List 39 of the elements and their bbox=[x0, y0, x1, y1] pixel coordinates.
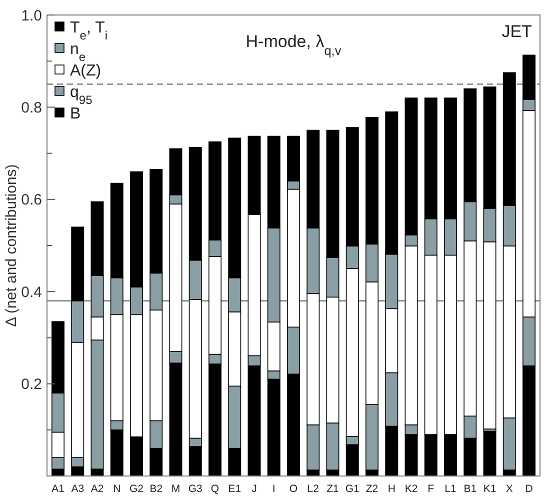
x-tick-label: Z1 bbox=[326, 483, 340, 495]
text: H-mode, λ$_{q,v}$ bbox=[246, 32, 342, 58]
legend-label: A(Z) bbox=[70, 62, 102, 80]
legend-label: B bbox=[70, 106, 81, 123]
y-axis-title: Δ (net and contributions) bbox=[3, 164, 20, 327]
x-tick-label: E1 bbox=[228, 483, 242, 495]
x-tick-label: B2 bbox=[150, 483, 163, 495]
x-tick-label: G3 bbox=[188, 483, 203, 495]
x-tick-label: I bbox=[272, 483, 276, 495]
x-tick-label: A3 bbox=[71, 483, 84, 495]
x-tick-label: B1 bbox=[464, 483, 477, 495]
x-tick-label: A2 bbox=[90, 483, 104, 495]
annotation: JET bbox=[502, 22, 532, 41]
y-tick-label: 0.6 bbox=[21, 192, 42, 209]
x-tick-label: G2 bbox=[129, 483, 144, 495]
x-tick-label: Q bbox=[210, 483, 220, 495]
y-tick-label: 0.2 bbox=[21, 376, 42, 394]
x-tick-label: J bbox=[252, 483, 257, 495]
x-tick-label: N bbox=[113, 483, 121, 495]
x-tick-label: A1 bbox=[52, 483, 65, 495]
x-tick-label: D bbox=[525, 483, 534, 495]
legend-label: q$_{95}$ bbox=[70, 84, 93, 108]
y-tick-label: 0.8 bbox=[21, 99, 42, 116]
y-tick-label: 1.0 bbox=[21, 7, 42, 24]
x-tick-label: Z2 bbox=[366, 483, 378, 495]
x-tick-label: H bbox=[388, 483, 396, 495]
bar bbox=[483, 430, 496, 476]
x-tick-label: O bbox=[289, 483, 298, 495]
y-tick-label: 0.4 bbox=[21, 284, 42, 301]
x-tick-label: F bbox=[428, 483, 434, 495]
x-tick-label: K1 bbox=[483, 483, 496, 495]
legend-label: n$_{e}$ bbox=[70, 41, 86, 64]
x-tick-label: L2 bbox=[307, 483, 320, 495]
x-tick-label: X bbox=[506, 483, 513, 495]
x-tick-label: L1 bbox=[444, 483, 456, 495]
x-tick-label: G1 bbox=[345, 483, 360, 495]
x-tick-label: K2 bbox=[404, 483, 418, 495]
x-tick-label: M bbox=[171, 483, 180, 495]
legend-label: T$_{e}$, T$_{i}$ bbox=[70, 20, 108, 43]
